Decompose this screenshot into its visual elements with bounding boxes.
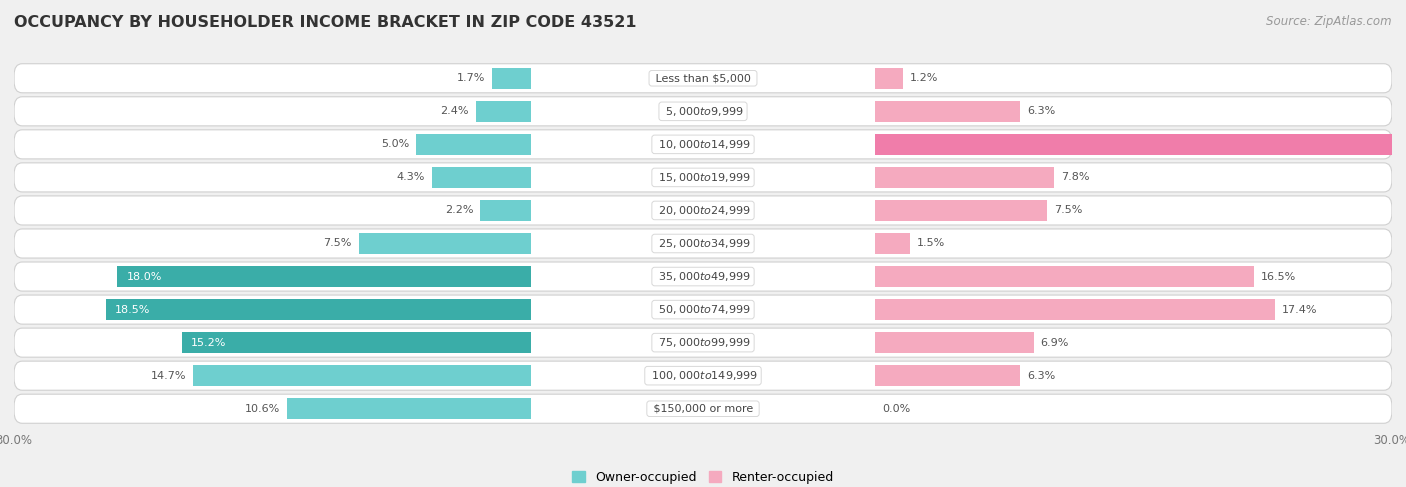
Text: 1.7%: 1.7%	[457, 73, 485, 83]
Text: $100,000 to $149,999: $100,000 to $149,999	[648, 369, 758, 382]
FancyBboxPatch shape	[14, 262, 1392, 291]
FancyBboxPatch shape	[14, 64, 1392, 93]
Text: 6.3%: 6.3%	[1026, 371, 1054, 381]
Bar	[181, 333, 531, 353]
Bar	[416, 134, 531, 154]
Bar	[875, 68, 903, 89]
Text: 18.5%: 18.5%	[115, 304, 150, 315]
Text: $20,000 to $24,999: $20,000 to $24,999	[655, 204, 751, 217]
Text: OCCUPANCY BY HOUSEHOLDER INCOME BRACKET IN ZIP CODE 43521: OCCUPANCY BY HOUSEHOLDER INCOME BRACKET …	[14, 15, 637, 30]
Bar	[359, 233, 531, 254]
Text: $75,000 to $99,999: $75,000 to $99,999	[655, 336, 751, 349]
Text: $5,000 to $9,999: $5,000 to $9,999	[662, 105, 744, 118]
Text: 6.9%: 6.9%	[1040, 337, 1069, 348]
Text: Less than $5,000: Less than $5,000	[652, 73, 754, 83]
Text: 7.8%: 7.8%	[1062, 172, 1090, 183]
Text: 4.3%: 4.3%	[396, 172, 425, 183]
Text: 14.7%: 14.7%	[150, 371, 186, 381]
Bar	[875, 266, 1254, 287]
FancyBboxPatch shape	[14, 163, 1392, 192]
Bar	[287, 398, 531, 419]
Text: 17.4%: 17.4%	[1282, 304, 1317, 315]
Bar	[432, 167, 531, 187]
Text: 10.6%: 10.6%	[245, 404, 280, 414]
Text: $35,000 to $49,999: $35,000 to $49,999	[655, 270, 751, 283]
Text: 2.2%: 2.2%	[444, 206, 474, 215]
Bar	[875, 233, 910, 254]
Bar	[875, 300, 1275, 320]
Text: 18.0%: 18.0%	[127, 272, 162, 281]
FancyBboxPatch shape	[14, 295, 1392, 324]
Text: 15.2%: 15.2%	[191, 337, 226, 348]
Bar	[875, 134, 1406, 154]
Bar	[875, 101, 1019, 122]
Text: $25,000 to $34,999: $25,000 to $34,999	[655, 237, 751, 250]
FancyBboxPatch shape	[14, 229, 1392, 258]
Text: Source: ZipAtlas.com: Source: ZipAtlas.com	[1267, 15, 1392, 28]
Text: $50,000 to $74,999: $50,000 to $74,999	[655, 303, 751, 316]
Text: 2.4%: 2.4%	[440, 106, 468, 116]
Bar	[492, 68, 531, 89]
Bar	[875, 333, 1033, 353]
FancyBboxPatch shape	[14, 196, 1392, 225]
Text: $15,000 to $19,999: $15,000 to $19,999	[655, 171, 751, 184]
Text: 0.0%: 0.0%	[882, 404, 910, 414]
FancyBboxPatch shape	[14, 130, 1392, 159]
Text: 1.2%: 1.2%	[910, 73, 938, 83]
Bar	[875, 167, 1054, 187]
Bar	[117, 266, 531, 287]
Text: $10,000 to $14,999: $10,000 to $14,999	[655, 138, 751, 151]
FancyBboxPatch shape	[14, 97, 1392, 126]
Bar	[481, 200, 531, 221]
FancyBboxPatch shape	[14, 328, 1392, 357]
Bar	[875, 365, 1019, 386]
Text: 5.0%: 5.0%	[381, 139, 409, 150]
FancyBboxPatch shape	[14, 394, 1392, 423]
Bar	[875, 200, 1047, 221]
Legend: Owner-occupied, Renter-occupied: Owner-occupied, Renter-occupied	[568, 466, 838, 487]
Text: $150,000 or more: $150,000 or more	[650, 404, 756, 414]
Text: 7.5%: 7.5%	[323, 239, 352, 248]
Bar	[475, 101, 531, 122]
Bar	[193, 365, 531, 386]
Text: 1.5%: 1.5%	[917, 239, 945, 248]
Text: 6.3%: 6.3%	[1026, 106, 1054, 116]
FancyBboxPatch shape	[14, 361, 1392, 390]
Text: 7.5%: 7.5%	[1054, 206, 1083, 215]
Bar	[105, 300, 531, 320]
Text: 16.5%: 16.5%	[1261, 272, 1296, 281]
